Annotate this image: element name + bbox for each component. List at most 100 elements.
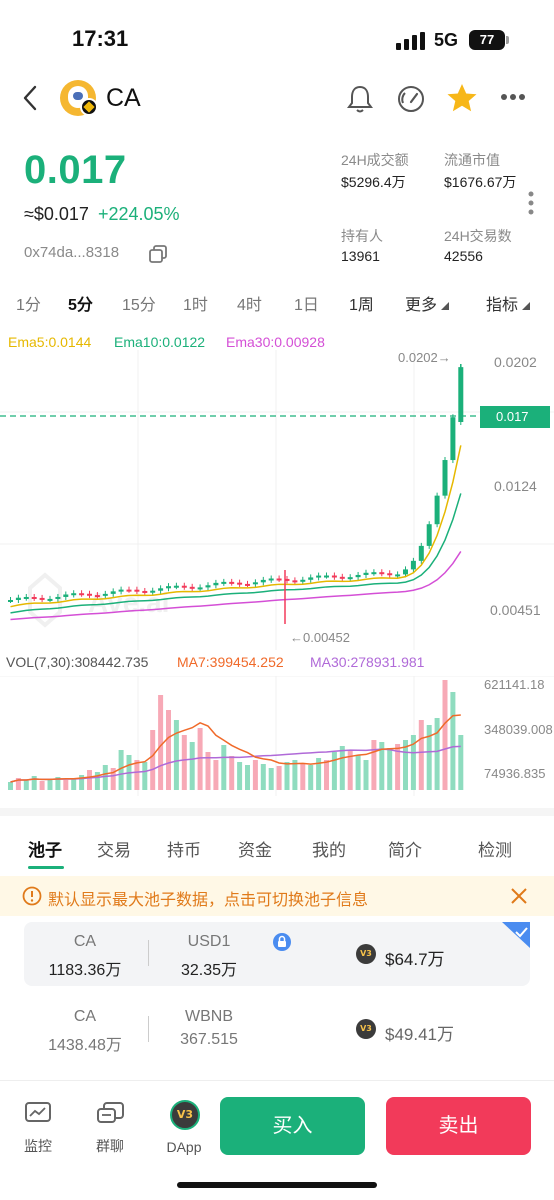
vol-legend: VOL(7,30):308442.735 — [6, 654, 149, 670]
candle — [371, 572, 377, 575]
stat-label-mcap: 流通市值 — [444, 152, 500, 168]
candle — [292, 580, 298, 583]
candle — [47, 598, 53, 601]
stat-value-volume: $5296.4万 — [341, 174, 406, 190]
candle — [189, 586, 195, 589]
gauge-icon[interactable] — [396, 84, 426, 114]
stat-label-txns: 24H交易数 — [444, 228, 512, 244]
volume-bar — [142, 762, 148, 790]
nav-dapp-label[interactable]: DApp — [166, 1139, 202, 1155]
tab-pools[interactable]: 池子 — [28, 841, 62, 860]
volume-bar — [245, 765, 250, 790]
volume-bar — [426, 725, 432, 790]
volume-bar — [371, 740, 377, 790]
candle — [339, 576, 345, 579]
tab-trades[interactable]: 交易 — [97, 841, 131, 860]
stat-value-mcap: $1676.67万 — [444, 174, 517, 190]
star-icon[interactable] — [446, 82, 478, 114]
candle — [324, 575, 329, 578]
back-icon[interactable] — [20, 84, 40, 112]
volume-bar — [213, 760, 219, 790]
candle — [134, 589, 140, 592]
volume-bar — [387, 748, 393, 790]
volume-bar — [118, 750, 124, 790]
candle — [87, 593, 92, 596]
tf-15m[interactable]: 15分 — [122, 297, 156, 314]
volume-bar — [339, 746, 345, 790]
volume-bar — [252, 760, 258, 790]
tab-check[interactable]: 检测 — [478, 841, 512, 860]
nav-chat-label[interactable]: 群聊 — [96, 1138, 124, 1154]
tab-holders[interactable]: 持币 — [167, 841, 201, 860]
tf-1m[interactable]: 1分 — [16, 297, 41, 314]
tab-intro[interactable]: 简介 — [388, 841, 422, 860]
volume-bar — [300, 764, 306, 790]
volume-bar — [47, 779, 53, 790]
ema5-legend: Ema5:0.0144 — [8, 334, 92, 350]
volume-bar — [316, 758, 322, 790]
token-name: CA — [106, 84, 141, 112]
buy-button[interactable]: 买入 — [220, 1097, 365, 1155]
pool2-liquidity: $49.41万 — [385, 1025, 454, 1044]
stat-value-holders: 13961 — [341, 248, 380, 264]
candle — [434, 495, 440, 525]
bell-icon[interactable] — [346, 84, 374, 114]
tf-indicators[interactable]: 指标 — [486, 297, 519, 314]
pool1-divider — [148, 940, 149, 966]
candle-chart[interactable]: Ave.ai — [0, 350, 554, 650]
volume-bar — [347, 750, 353, 790]
tf-more[interactable]: 更多 — [405, 297, 438, 314]
dapp-icon[interactable]: V3 — [170, 1100, 200, 1130]
candle — [197, 587, 203, 590]
lock-icon — [273, 933, 291, 951]
tf-4h[interactable]: 4时 — [237, 297, 262, 314]
tf-1w[interactable]: 1周 — [349, 297, 374, 314]
nav-monitor-label[interactable]: 监控 — [24, 1138, 52, 1154]
tab-mine[interactable]: 我的 — [312, 841, 346, 860]
copy-icon[interactable] — [148, 244, 168, 264]
close-icon[interactable] — [510, 887, 528, 905]
volume-bar — [71, 778, 77, 790]
stats-more-icon[interactable] — [527, 190, 535, 216]
candle — [245, 583, 250, 586]
pool-card-selected[interactable] — [24, 922, 530, 986]
chat-icon[interactable] — [96, 1100, 126, 1128]
volume-bar — [79, 775, 85, 790]
more-icon[interactable] — [500, 93, 526, 101]
notice-text: 默认显示最大池子数据，点击可切换池子信息 — [48, 892, 369, 909]
candle — [442, 460, 448, 496]
y-tick-mid: 0.0124 — [494, 478, 537, 494]
status-time: 17:31 — [72, 26, 129, 51]
chain-badge-icon — [80, 98, 98, 116]
tf-1d[interactable]: 1日 — [294, 297, 319, 314]
candle — [379, 572, 385, 575]
candle — [15, 597, 21, 600]
monitor-icon[interactable] — [24, 1101, 52, 1127]
volume-bar — [324, 760, 329, 790]
stat-label-holders: 持有人 — [341, 228, 383, 244]
volume-bar — [363, 760, 369, 790]
tab-funds[interactable]: 资金 — [238, 841, 272, 860]
pool2-quote-sym: WBNB — [185, 1008, 233, 1025]
section-divider — [0, 808, 554, 816]
tf-1h[interactable]: 1时 — [183, 297, 208, 314]
ma30-legend: MA30:278931.981 — [310, 654, 425, 670]
candle — [55, 596, 61, 599]
candle — [410, 560, 416, 570]
candle — [166, 586, 171, 589]
volume-bar — [110, 768, 116, 790]
tf-5m[interactable]: 5分 — [68, 297, 93, 314]
volume-chart[interactable] — [0, 676, 554, 796]
candle — [355, 574, 361, 578]
home-indicator — [177, 1182, 377, 1188]
volume-bar — [55, 777, 61, 790]
volume-bar — [276, 766, 282, 790]
y-tick-low: 0.00451 — [490, 602, 541, 618]
tab-underline — [28, 866, 64, 869]
volume-bar — [87, 770, 92, 790]
sell-button[interactable]: 卖出 — [386, 1097, 531, 1155]
pool2-base-amt: 1438.48万 — [48, 1037, 122, 1054]
notice-banner[interactable] — [0, 876, 554, 916]
candle — [8, 600, 13, 602]
volume-bar — [197, 728, 203, 790]
